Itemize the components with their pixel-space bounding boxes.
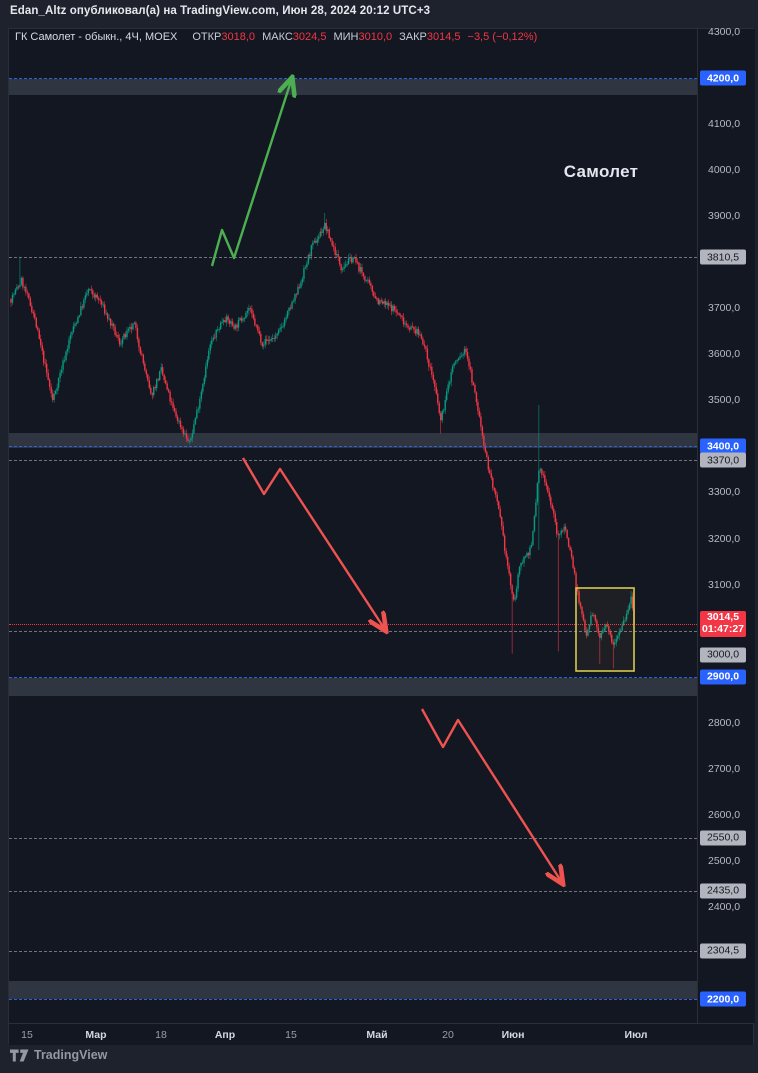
price-tick-label: 2600,0 <box>708 808 741 821</box>
bearish-arrow-drawing-1[interactable] <box>241 457 384 628</box>
tradingview-logo-text[interactable]: TradingView <box>34 1048 108 1062</box>
symbol-legend: ГК Самолет - обыкн., 4Ч, MOEX ОТКР3018,0 М… <box>15 31 537 43</box>
legend-field-label: ЗАКР <box>399 31 427 43</box>
price-tick-label: 4000,0 <box>708 164 741 177</box>
price-level-badge: 3370,0 <box>700 452 746 468</box>
price-tick-label: 3600,0 <box>708 348 741 361</box>
legend-field-value: 3018,0 <box>221 31 256 43</box>
time-tick-label: Мар <box>85 1028 107 1041</box>
price-axis[interactable]: 4300,0 4200,0 4100,0 4000,0 3900,0 3810,5 3700… <box>697 25 755 1023</box>
tradingview-footer: TradingView <box>10 1048 107 1062</box>
horizontal-level-line[interactable] <box>9 676 697 678</box>
horizontal-level-line[interactable] <box>9 78 697 80</box>
current-price-line[interactable] <box>9 623 697 625</box>
horizontal-level-line[interactable] <box>9 257 697 259</box>
legend-field-value: 3024,5 <box>292 31 327 43</box>
legend-field-label: ОТКР <box>192 31 222 43</box>
horizontal-level-line[interactable] <box>9 630 697 632</box>
price-tick-label: 4300,0 <box>708 25 741 38</box>
price-tick-label: 2400,0 <box>708 900 741 913</box>
chart-widget: Самолет ГК Самолет - обыкн., 4Ч, MOEX ОТК… <box>8 25 755 1045</box>
current-price-badge: 3014,5 01:47:27 <box>700 610 746 637</box>
time-tick-label: 15 <box>285 1028 297 1041</box>
horizontal-level-line[interactable] <box>9 446 697 448</box>
legend-field-value: 3014,5 <box>426 31 461 43</box>
price-tick-label: 2800,0 <box>708 716 741 729</box>
price-level-badge: 2900,0 <box>700 669 746 685</box>
time-tick-label: Июн <box>501 1028 525 1041</box>
price-level-badge: 2550,0 <box>700 830 746 846</box>
price-tick-label: 2700,0 <box>708 762 741 775</box>
time-tick-label: Май <box>366 1028 388 1041</box>
price-level-badge: 2304,5 <box>700 943 746 959</box>
price-level-badge: 3400,0 <box>700 438 746 454</box>
price-tick-label: 3500,0 <box>708 394 741 407</box>
price-level-badge: 4200,0 <box>700 70 746 86</box>
bearish-arrow-drawing-2[interactable] <box>420 708 561 881</box>
price-tick-label: 3200,0 <box>708 532 741 545</box>
legend-symbol-title: ГК Самолет - обыкн., 4Ч, MOEX <box>15 31 178 43</box>
legend-field-label: МАКС <box>262 31 293 43</box>
price-tick-label: 3700,0 <box>708 302 741 315</box>
price-tick-label: 3900,0 <box>708 210 741 223</box>
time-tick-label: 20 <box>442 1028 454 1041</box>
price-tick-label: 4100,0 <box>708 118 741 131</box>
highlight-rectangle-drawing[interactable] <box>575 587 635 672</box>
time-tick-label: Апр <box>214 1028 236 1041</box>
bullish-arrow-drawing[interactable] <box>210 81 291 267</box>
price-tick-label: 3300,0 <box>708 486 741 499</box>
time-tick-label: 15 <box>21 1028 33 1041</box>
symbol-watermark: Самолет <box>563 162 639 181</box>
horizontal-level-line[interactable] <box>9 837 697 839</box>
time-tick-label: Июл <box>624 1028 648 1041</box>
horizontal-level-line[interactable] <box>9 999 697 1001</box>
chart-pane[interactable]: Самолет ГК Самолет - обыкн., 4Ч, MOEX ОТК… <box>9 29 697 1023</box>
price-level-badge: 2435,0 <box>700 883 746 899</box>
legend-field-label: МИН <box>333 31 359 43</box>
drawings-overlay <box>210 29 635 1023</box>
price-tick-label: 3100,0 <box>708 578 741 591</box>
price-level-badge: 3000,0 <box>700 647 746 663</box>
horizontal-level-line[interactable] <box>9 950 697 952</box>
bar-countdown-timer: 01:47:27 <box>701 622 745 635</box>
legend-change: −3,5 (−0,12%) <box>467 31 538 43</box>
share-header-text: Edan_Altz опубликовал(а) на TradingView.… <box>10 5 431 17</box>
time-axis[interactable]: 15 Мар 18 Апр 15 Май 20 Июн Июл <box>9 1023 753 1045</box>
horizontal-level-line[interactable] <box>9 460 697 462</box>
price-level-badge: 2200,0 <box>700 991 746 1007</box>
current-price-value: 3014,5 <box>706 611 740 624</box>
price-level-badge: 3810,5 <box>700 249 746 265</box>
horizontal-level-line[interactable] <box>9 890 697 892</box>
price-tick-label: 2500,0 <box>708 854 741 867</box>
tradingview-logo-icon[interactable] <box>10 1049 29 1062</box>
legend-field-value: 3010,0 <box>358 31 393 43</box>
candlestick-series-canvas[interactable] <box>9 29 697 1023</box>
time-tick-label: 18 <box>155 1028 167 1041</box>
